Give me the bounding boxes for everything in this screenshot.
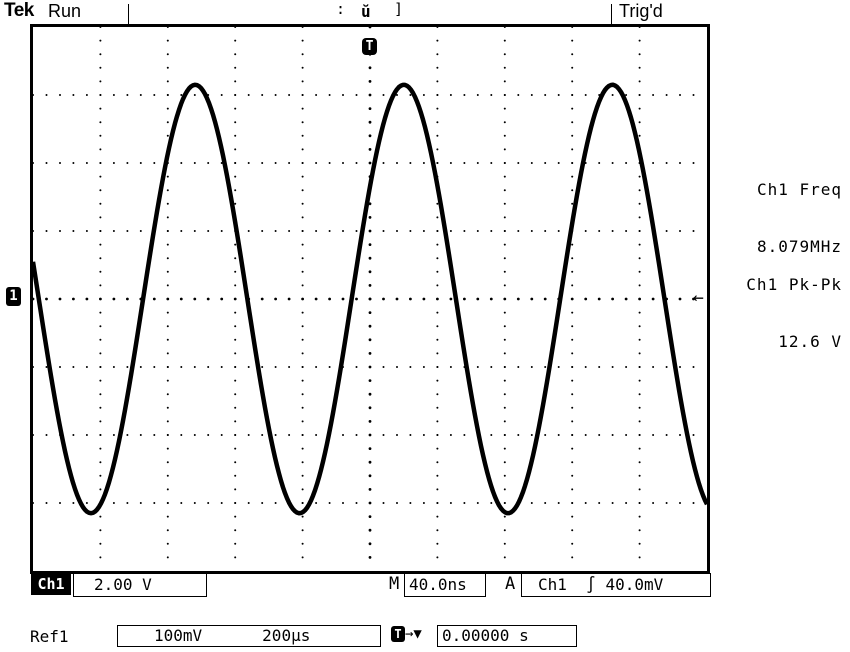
graticule	[33, 27, 695, 559]
trigger-offset-icon: T →▼	[391, 626, 422, 642]
record-bracket-left	[128, 4, 129, 26]
ch1-trace	[33, 82, 707, 516]
measurement-label: Ch1 Pk-Pk	[746, 275, 842, 294]
trigger-position-top-icon: ŭ	[361, 2, 371, 21]
main-timebase[interactable]: 40.0ns	[404, 573, 486, 597]
ch1-ground-icon[interactable]: 1	[6, 287, 21, 306]
brand-label: Tek	[4, 0, 34, 21]
measurement-value: 12.6 V	[778, 332, 842, 351]
trigger-source: Ch1	[538, 575, 567, 594]
main-timebase-prefix: M	[389, 574, 400, 594]
trigger-level-arrow-icon[interactable]: ←	[693, 287, 704, 308]
ref1-volts: 100mV	[154, 626, 203, 645]
trigger-t-icon: T	[391, 626, 405, 642]
measurement-label: Ch1 Freq	[756, 180, 842, 199]
trigger-level: 40.0mV	[605, 575, 664, 594]
ref1-settings[interactable]: 100mV 200µs	[117, 625, 381, 647]
measurement-value: 8.079MHz	[756, 237, 842, 256]
arrow-icon: →▼	[405, 626, 422, 642]
ch1-channel-label[interactable]: Ch1	[31, 573, 71, 595]
record-window-marker: :	[336, 0, 346, 18]
measurement-ch1-pk-pk: Ch1 Pk-Pk 12.6 V	[746, 237, 842, 370]
ch1-volts-per-div[interactable]: 2.00 V	[73, 573, 207, 597]
record-bracket-right	[611, 4, 612, 26]
trigger-offset-value[interactable]: 0.00000 s	[437, 625, 577, 647]
trigger-readout[interactable]: Ch1 ∫ 40.0mV	[521, 573, 711, 597]
ref1-label: Ref1	[30, 627, 69, 646]
run-status: Run	[48, 1, 82, 21]
trigger-mode-prefix: A	[505, 574, 516, 594]
waveform-display	[33, 27, 707, 559]
trigger-status: Trig'd	[619, 1, 663, 21]
ref1-time: 200µs	[262, 626, 311, 645]
record-window-bracket: ]	[394, 0, 404, 18]
rising-edge-icon: ∫	[586, 575, 596, 594]
measurement-ch1-frequency: Ch1 Freq 8.079MHz	[757, 142, 842, 275]
trigger-position-icon[interactable]: T	[362, 38, 377, 55]
